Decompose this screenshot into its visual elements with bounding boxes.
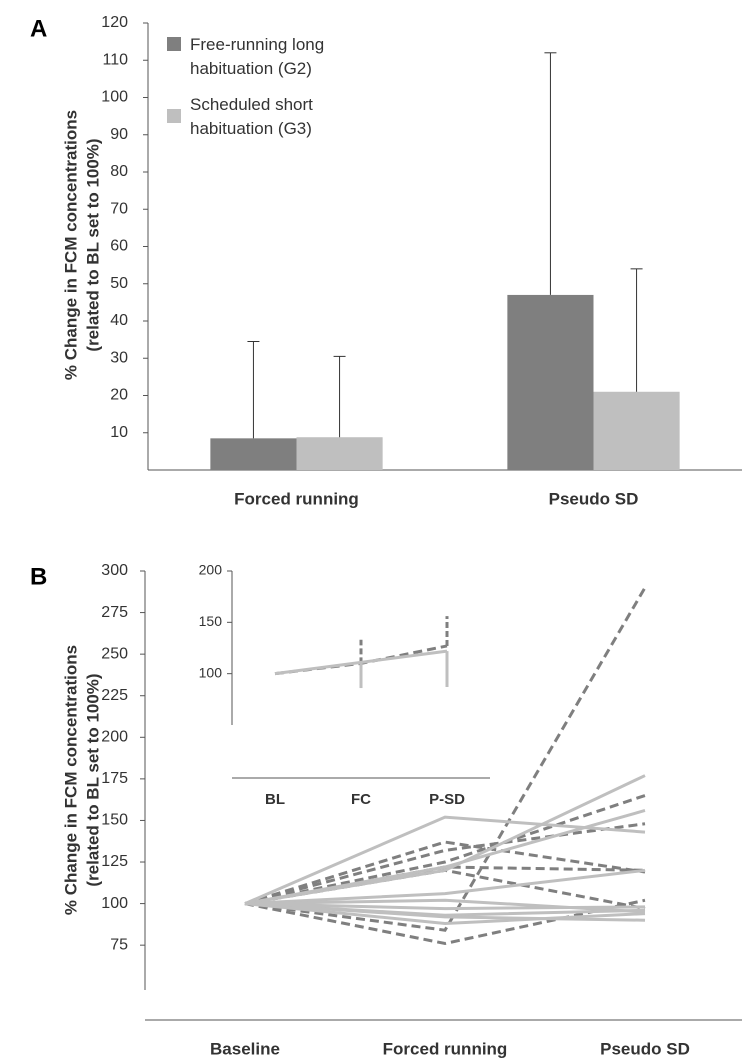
y-tick-label: 100 [199,664,223,680]
y-tick-label: 300 [101,562,128,579]
legend-entry: Free-running long habituation (G2) [190,35,325,78]
x-tick-label: P-SD [429,791,465,808]
x-tick-label: Forced running [234,489,359,508]
line [244,815,646,905]
y-tick-label: 150 [101,812,128,829]
line [244,902,646,922]
y-tick-label: 175 [101,770,128,787]
line [244,902,646,911]
x-tick-label: Forced running [383,1039,508,1058]
y-tick-label: 200 [101,729,128,746]
y-tick-label: 80 [110,163,128,180]
y-axis-title: (related to BL set to 100%) [83,673,102,886]
line [244,840,646,906]
y-tick-label: 40 [110,312,128,329]
panel-label: B [30,563,47,590]
y-axis-title: (related to BL set to 100%) [83,138,102,351]
x-tick-label: BL [265,791,285,808]
y-tick-label: 60 [110,238,128,255]
x-tick-label: FC [351,791,371,808]
y-tick-label: 75 [110,936,128,953]
line [244,586,647,932]
y-tick-label: 150 [199,613,223,629]
bar [210,438,297,470]
y-tick-label: 275 [101,604,128,621]
legend-entry: Scheduled short habituation (G3) [190,95,313,138]
line [244,822,646,906]
y-tick-label: 110 [102,51,128,68]
y-tick-label: 10 [110,424,128,441]
legend-swatch [167,109,181,123]
bar [296,437,383,470]
y-tick-label: 225 [101,687,128,704]
y-tick-label: 100 [101,89,128,106]
line [244,902,646,926]
x-tick-label: Pseudo SD [600,1039,690,1058]
y-tick-label: 120 [101,14,128,31]
panel-label: A [30,15,47,42]
y-axis-title: % Change in FCM concentrations [61,110,80,380]
legend: Free-running long habituation (G2) Sched… [190,33,375,153]
y-tick-label: 30 [110,349,128,366]
line [244,809,646,906]
bar [507,294,594,470]
legend-swatch [167,37,181,51]
y-tick-label: 20 [110,387,128,404]
y-tick-label: 70 [110,200,128,217]
bar [593,391,680,470]
line [244,794,646,906]
x-tick-label: Pseudo SD [549,489,639,508]
line [244,868,646,906]
y-tick-label: 90 [110,126,128,143]
y-tick-label: 50 [110,275,128,292]
y-tick-label: 125 [101,853,128,870]
line [244,898,646,946]
x-tick-label: Baseline [210,1039,280,1058]
y-tick-label: 200 [199,562,223,578]
y-tick-label: 250 [101,645,128,662]
y-tick-label: 100 [101,895,128,912]
y-axis-title: % Change in FCM concentrations [61,645,80,915]
